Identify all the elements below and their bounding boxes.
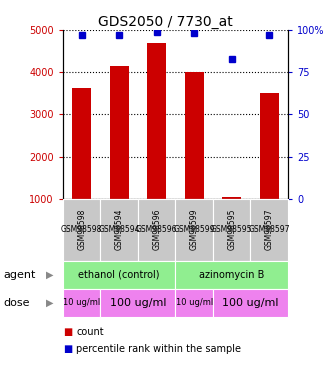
Text: GSM98599: GSM98599 [190, 209, 199, 251]
Text: ethanol (control): ethanol (control) [78, 270, 160, 280]
Bar [72, 88, 91, 199]
Text: GSM98598: GSM98598 [77, 209, 86, 251]
Text: 10 ug/ml: 10 ug/ml [63, 298, 100, 307]
Bar [147, 43, 166, 199]
Text: percentile rank within the sample: percentile rank within the sample [76, 344, 241, 354]
Text: GDS2050 / 7730_at: GDS2050 / 7730_at [98, 15, 233, 29]
Text: 10 ug/ml: 10 ug/ml [175, 298, 213, 307]
Text: GSM98597: GSM98597 [265, 209, 274, 251]
Text: agent: agent [3, 270, 36, 280]
Bar [222, 196, 241, 199]
Text: GSM98596: GSM98596 [152, 209, 161, 251]
Text: dose: dose [3, 298, 30, 308]
Text: GSM98595: GSM98595 [211, 225, 253, 234]
Text: GSM98596: GSM98596 [136, 225, 177, 234]
Text: GSM98595: GSM98595 [227, 209, 236, 251]
Text: GSM98597: GSM98597 [249, 225, 290, 234]
Text: azinomycin B: azinomycin B [199, 270, 264, 280]
Text: count: count [76, 327, 104, 337]
Text: GSM98594: GSM98594 [98, 225, 140, 234]
Text: ■: ■ [63, 327, 72, 337]
Text: ▶: ▶ [46, 298, 53, 308]
Bar [260, 93, 279, 199]
Text: GSM98598: GSM98598 [61, 225, 102, 234]
Text: 100 ug/ml: 100 ug/ml [110, 298, 166, 308]
Text: 100 ug/ml: 100 ug/ml [222, 298, 279, 308]
Text: ▶: ▶ [46, 270, 53, 280]
Text: GSM98599: GSM98599 [173, 225, 215, 234]
Text: ■: ■ [63, 344, 72, 354]
Bar [110, 66, 128, 199]
Text: GSM98594: GSM98594 [115, 209, 124, 251]
Bar [185, 72, 204, 199]
